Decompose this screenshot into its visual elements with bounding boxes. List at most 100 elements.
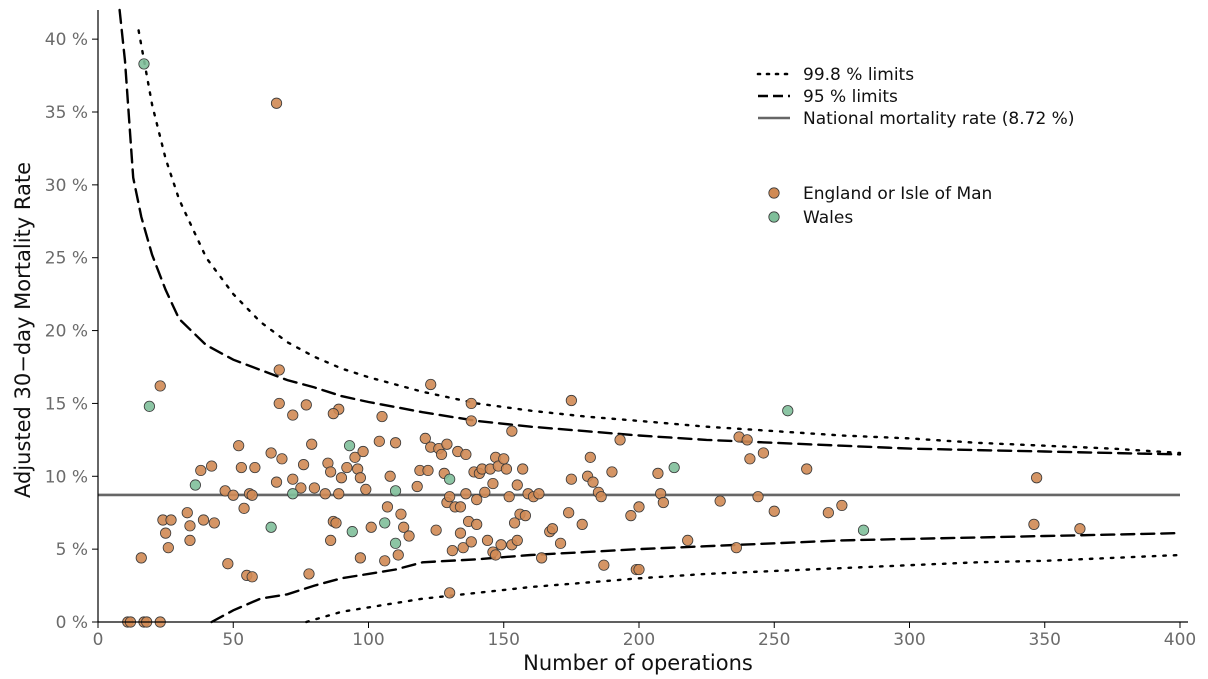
england-point: [1028, 518, 1040, 530]
england-point: [246, 489, 258, 501]
wales-point: [389, 537, 402, 549]
wales-point: [287, 488, 299, 500]
legend-point-label: Wales: [803, 208, 853, 228]
england-point: [389, 437, 402, 449]
wales-point: [189, 479, 201, 491]
england-point: [330, 517, 342, 529]
england-point: [625, 510, 637, 522]
x-tick-label: 300: [893, 630, 925, 650]
wales-point: [346, 526, 358, 538]
england-point: [360, 483, 372, 495]
england-point: [357, 445, 369, 458]
england-point: [657, 496, 669, 509]
england-point: [154, 380, 166, 392]
england-point: [195, 464, 207, 477]
england-point: [495, 539, 507, 551]
england-point: [333, 488, 345, 500]
england-point: [614, 434, 626, 446]
england-point: [287, 409, 299, 421]
england-point: [265, 447, 277, 459]
england-point: [471, 518, 483, 530]
legend-line-label: 95 % limits: [803, 87, 898, 107]
england-point: [181, 507, 193, 519]
england-point: [365, 521, 377, 533]
england-point: [422, 464, 434, 477]
england-point: [506, 425, 518, 437]
england-point: [465, 415, 477, 427]
england-point: [411, 480, 423, 493]
england-point: [354, 552, 366, 564]
x-axis-title: Number of operations: [523, 651, 753, 675]
england-point: [490, 549, 502, 561]
england-point: [435, 448, 448, 461]
england-point: [276, 453, 288, 465]
england-point: [454, 527, 467, 539]
england-point: [444, 491, 456, 503]
limit-line-dotted: [305, 553, 1182, 624]
y-tick-label: 20 %: [45, 322, 88, 342]
england-point: [511, 534, 523, 547]
england-point: [546, 523, 559, 535]
england-point: [197, 514, 210, 526]
england-point: [454, 501, 467, 513]
y-tick-label: 40 %: [45, 30, 88, 50]
england-point: [446, 544, 458, 557]
y-tick-label: 25 %: [45, 249, 88, 269]
england-point: [768, 505, 780, 517]
wales-point: [343, 440, 356, 452]
england-point: [511, 479, 523, 491]
wales-point: [138, 58, 150, 70]
england-point: [633, 501, 645, 513]
england-point: [287, 473, 299, 485]
england-point: [160, 527, 172, 539]
england-point: [249, 461, 261, 474]
x-tick-label: 0: [93, 630, 104, 650]
england-point: [533, 488, 545, 500]
england-point: [500, 463, 513, 475]
england-point: [430, 524, 442, 536]
england-point: [487, 477, 499, 490]
england-point: [554, 537, 567, 549]
england-point: [465, 536, 477, 548]
england-point: [208, 517, 220, 529]
england-point: [270, 476, 283, 488]
x-tick-label: 50: [222, 630, 244, 650]
england-point: [584, 451, 596, 463]
england-point: [822, 507, 834, 519]
england-point: [498, 453, 510, 465]
england-point: [233, 440, 245, 452]
england-point: [227, 489, 239, 501]
england-point: [206, 460, 218, 472]
axes: Number of operations Adjusted 30−day Mor…: [11, 10, 1196, 675]
england-point: [398, 521, 410, 533]
england-point: [384, 470, 396, 482]
england-point: [392, 549, 404, 561]
y-tick-label: 35 %: [45, 103, 88, 123]
england-point: [308, 482, 320, 494]
england-point: [162, 542, 174, 554]
england-point: [730, 542, 742, 554]
england-point: [1074, 523, 1086, 535]
x-tick-label: 250: [758, 630, 790, 650]
england-point: [595, 491, 607, 503]
england-point: [184, 534, 196, 547]
england-point: [598, 559, 610, 571]
england-point: [373, 435, 385, 447]
england-point: [457, 542, 469, 554]
england-point: [444, 587, 456, 599]
england-point: [419, 432, 431, 444]
england-point: [381, 501, 394, 513]
wales-point: [389, 485, 402, 497]
england-point: [563, 507, 575, 519]
england-point: [376, 410, 388, 423]
england-point: [235, 461, 247, 474]
england-point: [325, 466, 337, 478]
england-point: [460, 448, 472, 461]
england-point: [341, 461, 353, 474]
legend-point-key: [768, 211, 780, 223]
england-point: [836, 499, 848, 512]
england-point: [606, 466, 618, 478]
england-point: [508, 517, 521, 529]
england-point: [349, 451, 361, 463]
